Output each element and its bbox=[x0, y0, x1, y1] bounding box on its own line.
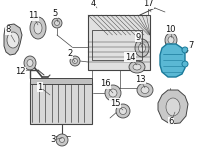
Text: 3: 3 bbox=[50, 136, 56, 145]
Text: 12: 12 bbox=[15, 67, 25, 76]
Ellipse shape bbox=[116, 104, 130, 118]
Ellipse shape bbox=[72, 59, 78, 64]
Text: 14: 14 bbox=[125, 52, 135, 61]
Ellipse shape bbox=[168, 36, 174, 44]
Text: 17: 17 bbox=[143, 0, 153, 9]
Ellipse shape bbox=[182, 61, 188, 67]
Text: 2: 2 bbox=[67, 50, 73, 59]
Text: 6: 6 bbox=[168, 117, 174, 127]
Text: 7: 7 bbox=[188, 41, 194, 50]
Ellipse shape bbox=[105, 85, 121, 101]
Text: 5: 5 bbox=[52, 9, 58, 17]
Ellipse shape bbox=[34, 22, 42, 34]
Ellipse shape bbox=[129, 61, 145, 73]
Ellipse shape bbox=[60, 137, 64, 142]
Ellipse shape bbox=[27, 60, 33, 66]
FancyBboxPatch shape bbox=[30, 82, 92, 124]
Ellipse shape bbox=[70, 56, 80, 66]
Ellipse shape bbox=[137, 83, 153, 97]
Ellipse shape bbox=[30, 17, 46, 39]
Ellipse shape bbox=[56, 134, 68, 146]
Ellipse shape bbox=[54, 20, 60, 25]
Ellipse shape bbox=[109, 89, 117, 97]
Text: 15: 15 bbox=[110, 98, 120, 107]
Ellipse shape bbox=[141, 86, 149, 93]
Polygon shape bbox=[160, 44, 185, 77]
Ellipse shape bbox=[24, 56, 36, 70]
FancyBboxPatch shape bbox=[30, 78, 92, 84]
Polygon shape bbox=[158, 90, 188, 124]
Text: 1: 1 bbox=[37, 82, 43, 91]
Text: 9: 9 bbox=[135, 32, 141, 41]
Ellipse shape bbox=[138, 44, 146, 52]
Ellipse shape bbox=[52, 18, 62, 28]
Ellipse shape bbox=[182, 47, 188, 53]
Text: 11: 11 bbox=[28, 11, 38, 20]
Text: 4: 4 bbox=[90, 0, 96, 7]
Polygon shape bbox=[4, 24, 22, 55]
Ellipse shape bbox=[166, 98, 180, 116]
Ellipse shape bbox=[120, 107, 127, 115]
Text: 13: 13 bbox=[135, 75, 145, 83]
Text: 10: 10 bbox=[165, 25, 175, 34]
Text: 8: 8 bbox=[5, 25, 11, 35]
Ellipse shape bbox=[7, 32, 19, 48]
Ellipse shape bbox=[165, 33, 177, 47]
Text: 16: 16 bbox=[100, 80, 110, 88]
Ellipse shape bbox=[133, 64, 141, 70]
FancyBboxPatch shape bbox=[88, 15, 150, 70]
Ellipse shape bbox=[135, 39, 149, 57]
